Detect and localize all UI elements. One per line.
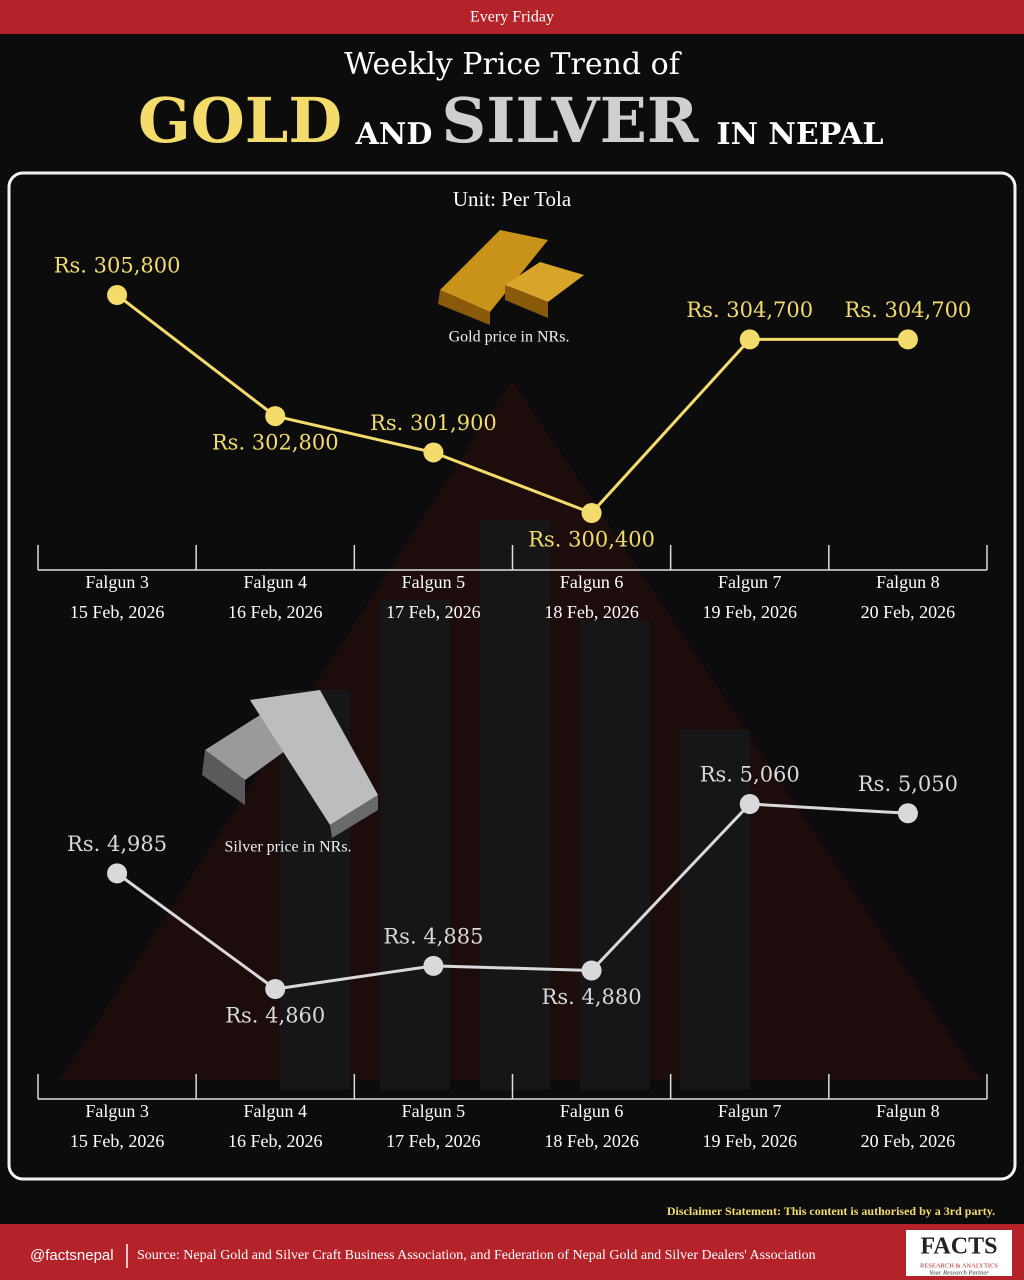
unit: Unit: Per Tola xyxy=(453,187,572,211)
silver-icon xyxy=(202,690,378,838)
logo-tag: Your Research Partner xyxy=(929,1269,989,1276)
price-point xyxy=(107,285,128,305)
price-point xyxy=(423,442,444,463)
x-tick-date: 20 Feb, 2026 xyxy=(861,602,956,622)
price-point xyxy=(581,503,602,523)
value-label: Rs. 304,700 xyxy=(686,298,813,322)
source: Source: Nepal Gold and Silver Craft Busi… xyxy=(137,1248,816,1263)
x-tick-date: 15 Feb, 2026 xyxy=(70,602,165,622)
x-tick-label: Falgun 4 xyxy=(243,1101,307,1121)
price-point xyxy=(265,979,286,999)
price-point xyxy=(897,803,918,824)
value-label: Rs. 5,050 xyxy=(858,772,958,796)
top-bar xyxy=(0,0,1024,34)
value-label: Rs. 300,400 xyxy=(528,528,655,552)
price-point xyxy=(581,960,602,981)
x-tick-date: 17 Feb, 2026 xyxy=(386,602,481,622)
x-tick-label: Falgun 4 xyxy=(243,572,307,592)
value-label: Rs. 302,800 xyxy=(212,431,339,455)
x-tick-label: Falgun 3 xyxy=(85,572,149,592)
value-label: Rs. 4,860 xyxy=(225,1004,325,1028)
x-tick-label: Falgun 8 xyxy=(876,1101,940,1121)
title-silver: SILVER xyxy=(442,84,699,157)
x-tick-label: Falgun 7 xyxy=(718,1101,782,1121)
value-label: Rs. 305,800 xyxy=(54,254,181,278)
price-point xyxy=(107,863,128,884)
x-tick-label: Falgun 7 xyxy=(718,572,782,592)
bg-bar xyxy=(580,620,650,1090)
value-label: Rs. 301,900 xyxy=(370,411,497,435)
x-tick-label: Falgun 3 xyxy=(85,1101,149,1121)
price-point xyxy=(423,955,444,976)
x-tick-date: 17 Feb, 2026 xyxy=(386,1131,481,1151)
value-label: Rs. 4,885 xyxy=(383,924,483,948)
price-line xyxy=(116,293,908,515)
bg-bar xyxy=(380,600,450,1090)
bg-bar xyxy=(480,520,550,1090)
price-point xyxy=(739,329,760,350)
x-tick-date: 19 Feb, 2026 xyxy=(703,1131,798,1151)
chart-subtitle: Silver price in NRs. xyxy=(224,839,351,856)
logo-sub: RESEARCH & ANALYTICS xyxy=(920,1262,998,1269)
x-tick-label: Falgun 6 xyxy=(560,572,624,592)
value-label: Rs. 4,880 xyxy=(542,985,642,1009)
chart-subtitle: Gold price in NRs. xyxy=(449,329,570,346)
handle: @factsnepal xyxy=(30,1247,114,1264)
disclaimer: Disclaimer Statement: This content is au… xyxy=(667,1204,995,1218)
title-line: Weekly Price Trend of xyxy=(344,47,682,82)
gold-icon xyxy=(438,230,584,325)
footer-bar xyxy=(0,1224,1024,1280)
logo-box xyxy=(906,1230,1012,1276)
x-tick-date: 19 Feb, 2026 xyxy=(703,602,798,622)
frame xyxy=(7,171,1017,1181)
logo: FACTS xyxy=(921,1234,998,1260)
x-tick-date: 20 Feb, 2026 xyxy=(861,1131,956,1151)
x-tick-label: Falgun 6 xyxy=(560,1101,624,1121)
x-tick-date: 15 Feb, 2026 xyxy=(70,1131,165,1151)
x-tick-label: Falgun 5 xyxy=(402,572,466,592)
value-label: Rs. 5,060 xyxy=(700,763,800,787)
x-tick-date: 16 Feb, 2026 xyxy=(228,602,323,622)
price-point xyxy=(739,794,760,814)
title-and: AND xyxy=(355,117,433,152)
price-point xyxy=(897,329,918,350)
price-point xyxy=(265,406,286,427)
x-tick-date: 18 Feb, 2026 xyxy=(544,602,639,622)
bg-bar xyxy=(680,730,750,1090)
price-line xyxy=(116,802,909,991)
x-tick-label: Falgun 8 xyxy=(876,572,940,592)
title-in: IN NEPAL xyxy=(717,117,884,152)
badge: Every Friday xyxy=(470,9,554,26)
value-label: Rs. 304,700 xyxy=(845,298,972,322)
value-label: Rs. 4,985 xyxy=(67,832,167,856)
title-gold: GOLD xyxy=(138,84,342,157)
x-tick-date: 18 Feb, 2026 xyxy=(544,1131,639,1151)
x-tick-label: Falgun 5 xyxy=(402,1101,466,1121)
x-tick-date: 16 Feb, 2026 xyxy=(228,1131,323,1151)
